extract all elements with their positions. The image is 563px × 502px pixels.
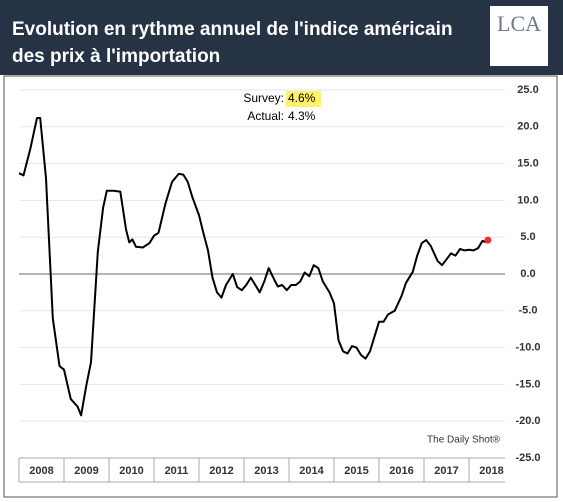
x-tick-label: 2012 [209, 465, 233, 477]
chart-frame [3, 75, 558, 498]
annotation-label: Actual: [247, 109, 284, 123]
x-tick-label: 2014 [299, 465, 324, 477]
source: The Daily Shot® [427, 435, 501, 446]
header-band [0, 0, 563, 75]
y-tick-label: -15.0 [515, 378, 540, 390]
line-series [18, 117, 488, 417]
y-tick-label: -20.0 [515, 415, 540, 427]
x-tick-label: 2017 [434, 465, 458, 477]
x-tick-label: 2016 [389, 465, 413, 477]
y-tick-label: -25.0 [515, 452, 540, 464]
y-tick-label: 0.0 [520, 268, 535, 280]
survey-point [484, 236, 492, 244]
y-tick-label: 25.0 [517, 84, 538, 96]
x-tick-label: 2008 [29, 465, 53, 477]
y-tick-label: 5.0 [520, 231, 535, 243]
y-tick-label: 20.0 [517, 121, 538, 133]
x-tick-label: 2013 [254, 465, 278, 477]
y-tick-label: -10.0 [515, 342, 540, 354]
y-tick-label: 15.0 [517, 158, 538, 170]
title-line: Evolution en rythme annuel de l'indice a… [12, 19, 453, 40]
annotation-label: Survey: [243, 91, 284, 105]
x-tick-label: 2011 [165, 465, 189, 477]
annotation-value: 4.6% [288, 91, 316, 105]
y-tick-label: 10.0 [517, 194, 538, 206]
y-tick-label: -5.0 [519, 305, 538, 317]
highlight [286, 91, 321, 107]
x-tick-label: 2018 [479, 465, 503, 477]
annotation-value: 4.3% [288, 109, 316, 123]
x-tick-label: 2009 [74, 465, 98, 477]
logo: LCA [497, 11, 541, 36]
x-tick-label: 2010 [119, 465, 143, 477]
title-line: des prix à l'importation [12, 46, 220, 67]
logo-box [490, 6, 548, 66]
x-tick-label: 2015 [344, 465, 368, 477]
